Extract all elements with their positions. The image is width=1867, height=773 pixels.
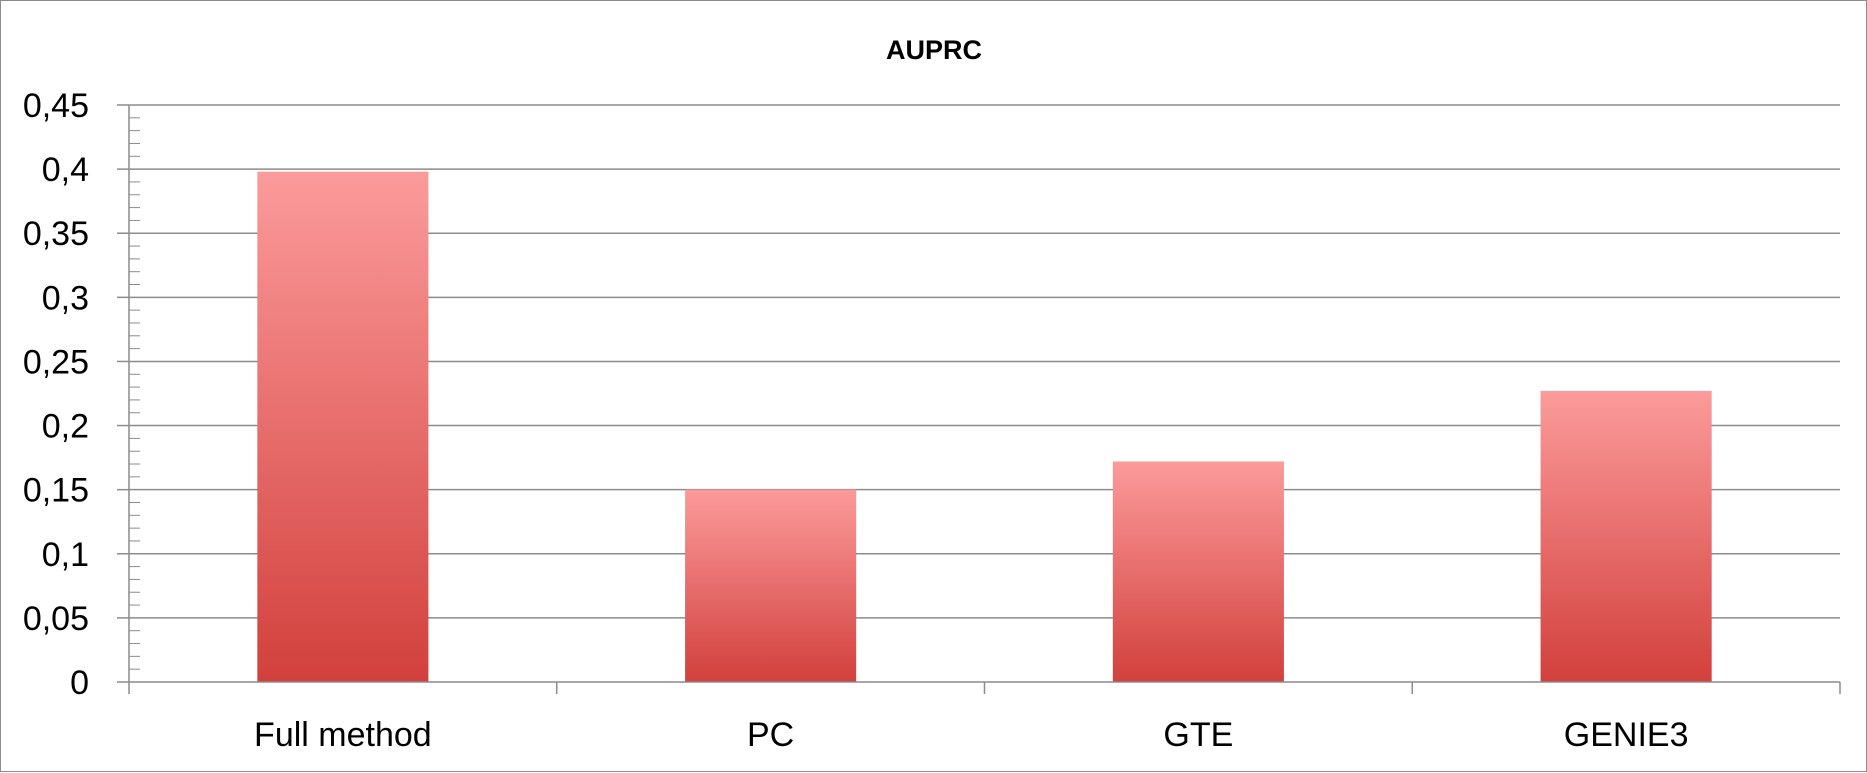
bar-genie3 xyxy=(1541,391,1712,682)
y-tick-label: 0,4 xyxy=(42,151,89,189)
bar-gte xyxy=(1113,461,1284,682)
y-tick-label: 0,05 xyxy=(23,600,89,638)
x-category-label: GENIE3 xyxy=(1564,716,1689,754)
x-category-label: GTE xyxy=(1163,716,1233,754)
x-category-labels: Full method PC GTE GENIE3 xyxy=(254,716,1688,754)
y-tick-label: 0,25 xyxy=(23,343,89,381)
chart-title: AUPRC xyxy=(886,35,982,65)
x-category-label: Full method xyxy=(254,716,432,754)
y-tick-labels: 0 0,05 0,1 0,15 0,2 0,25 0,3 0,35 0,4 0,45 xyxy=(23,87,89,702)
y-tick-label: 0,3 xyxy=(42,279,89,317)
y-tick-label: 0 xyxy=(70,664,89,702)
y-tick-label: 0,2 xyxy=(42,408,89,446)
y-tick-label: 0,15 xyxy=(23,472,89,510)
y-tick-label: 0,1 xyxy=(42,536,89,574)
x-category-label: PC xyxy=(747,716,794,754)
bar-full-method xyxy=(257,172,428,682)
y-tick-label: 0,45 xyxy=(23,87,89,125)
y-tick-label: 0,35 xyxy=(23,215,89,253)
bars xyxy=(257,172,1711,682)
bar-pc xyxy=(685,490,856,682)
